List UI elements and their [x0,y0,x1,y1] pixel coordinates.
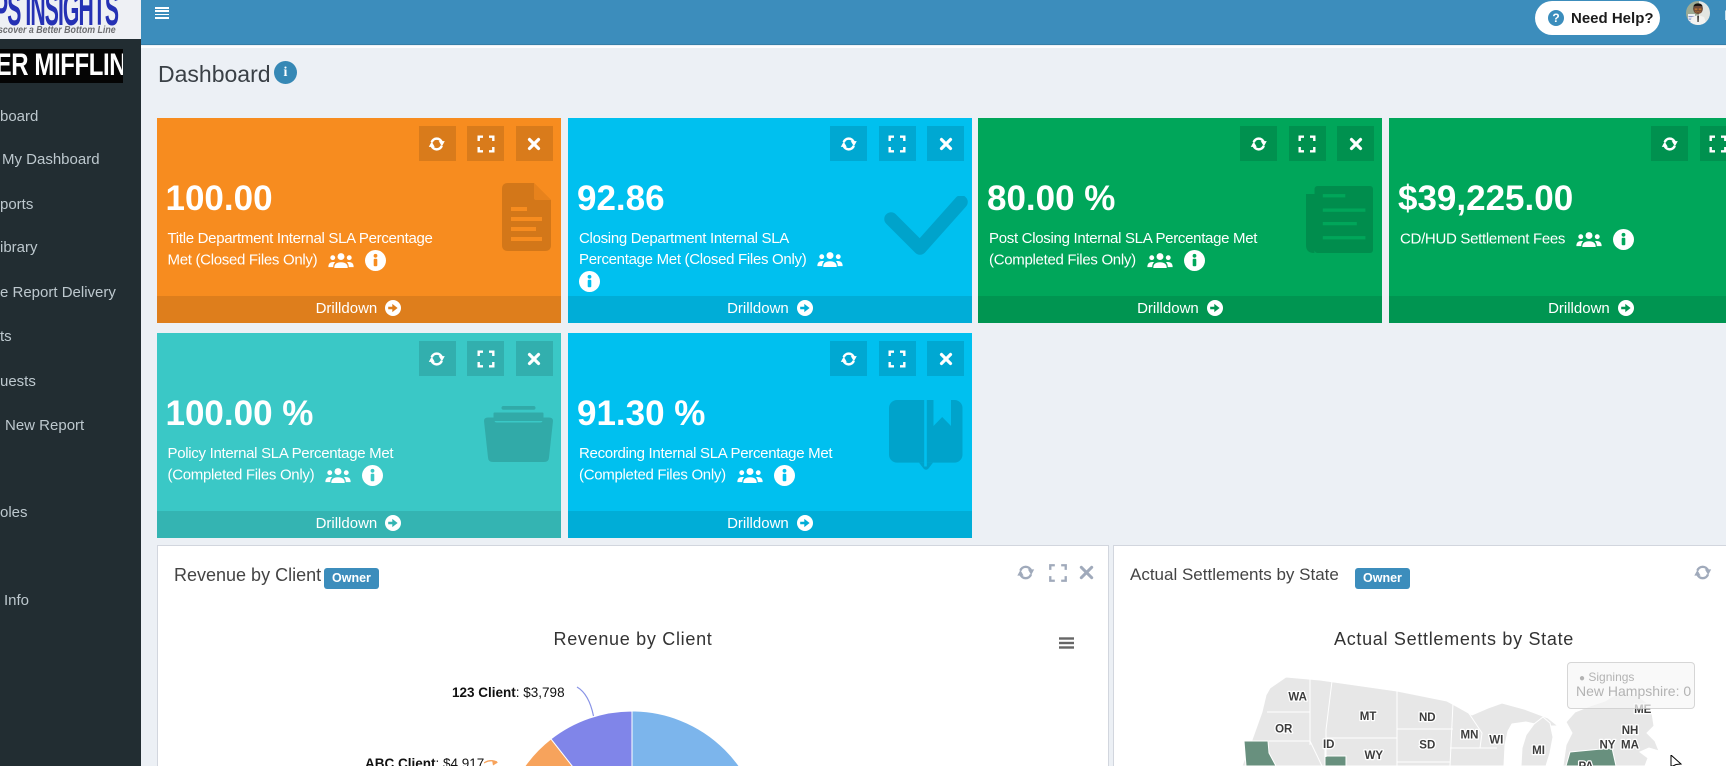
svg-text:MA: MA [1621,740,1639,752]
svg-text:ID: ID [1323,739,1335,751]
svg-text:WI: WI [1489,735,1503,747]
svg-text:NH: NH [1622,725,1639,737]
svg-text:SD: SD [1419,740,1435,752]
svg-text:WA: WA [1288,692,1307,704]
svg-text:MI: MI [1532,745,1545,757]
svg-text:OR: OR [1275,724,1293,736]
svg-text:MT: MT [1360,711,1377,723]
svg-text:ND: ND [1419,712,1436,724]
svg-text:NY: NY [1600,740,1616,752]
svg-text:WY: WY [1365,750,1384,762]
svg-text:MN: MN [1461,730,1479,742]
svg-text:PA: PA [1578,761,1593,766]
